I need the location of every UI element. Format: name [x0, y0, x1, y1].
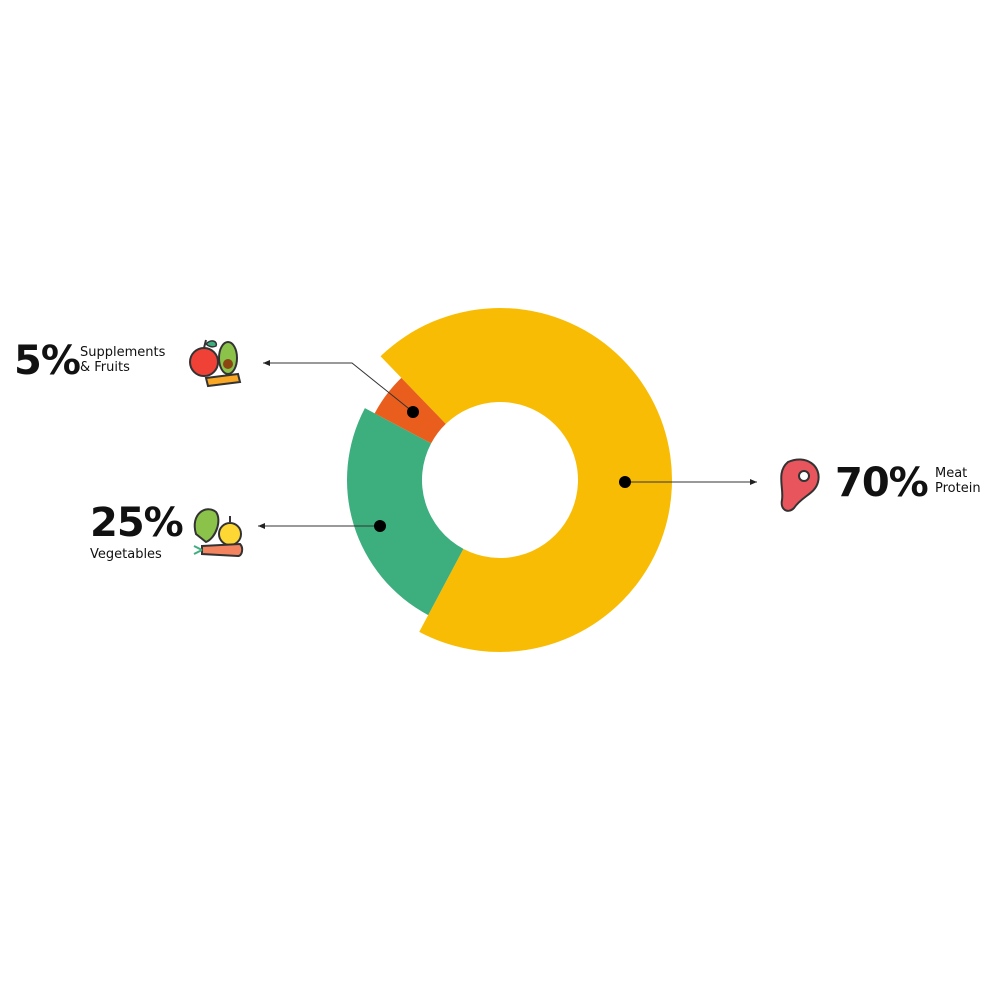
meat-label-line2: Protein: [935, 481, 981, 496]
fruits-icon: [189, 339, 242, 388]
supplements-label: Supplements & Fruits: [80, 345, 165, 375]
vegetables-label: Vegetables: [90, 547, 162, 562]
supplements-marker-dot: [407, 406, 419, 418]
supplements-leader-line: [263, 360, 414, 413]
meat-label: Meat Protein: [935, 466, 981, 496]
steak-icon: [780, 458, 820, 512]
meat-label-line1: Meat: [935, 466, 968, 481]
slice-vegetables: [347, 408, 464, 616]
vegetables-pct: 25%: [90, 500, 184, 546]
meat-marker-dot: [619, 476, 631, 488]
meat-pct: 70%: [835, 460, 929, 506]
supplements-label-line2: & Fruits: [80, 360, 130, 375]
supplements-pct: 5%: [14, 338, 81, 384]
slice-meat-protein: [380, 307, 672, 652]
vegetables-marker-dot: [374, 520, 386, 532]
vegetables-icon: [193, 508, 244, 558]
supplements-label-line1: Supplements: [80, 345, 166, 360]
